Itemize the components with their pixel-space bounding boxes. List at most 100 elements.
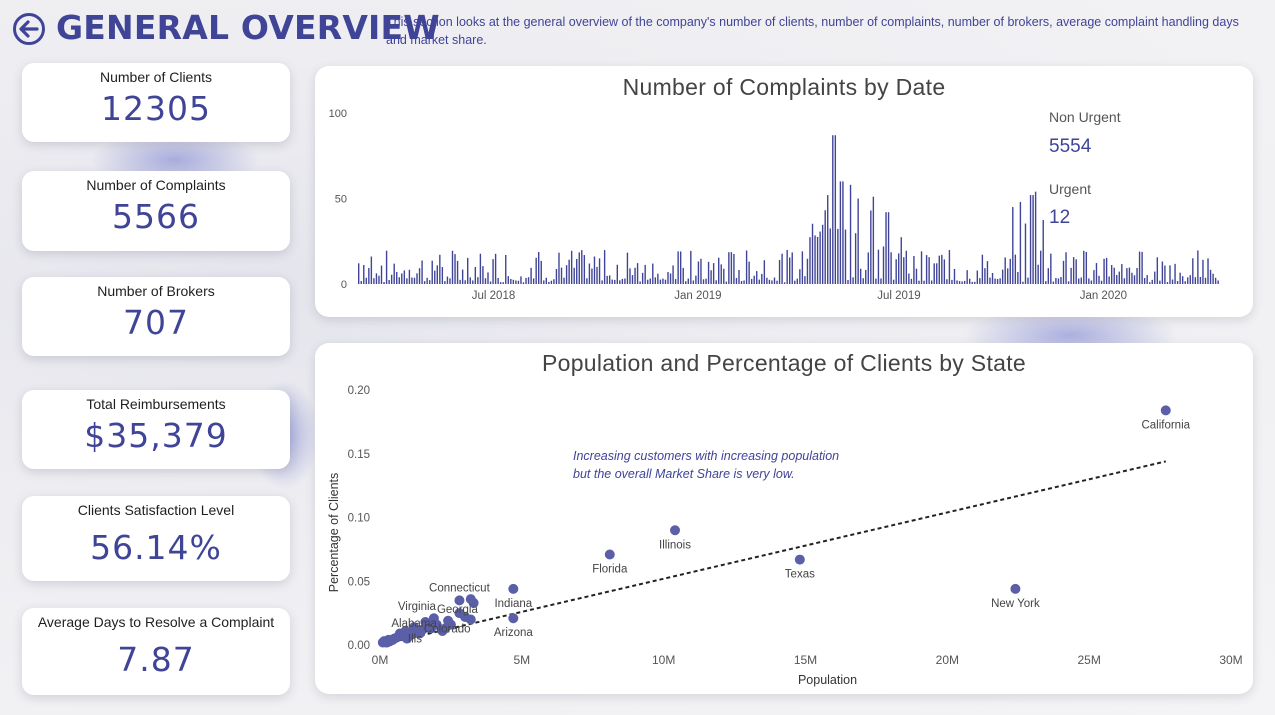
bar[interactable] — [1060, 277, 1062, 284]
bar[interactable] — [707, 261, 710, 284]
bar[interactable] — [1143, 278, 1146, 284]
bar[interactable] — [360, 281, 362, 284]
bar[interactable] — [933, 263, 935, 284]
bar[interactable] — [636, 263, 639, 284]
bar[interactable] — [1065, 252, 1067, 284]
bar[interactable] — [1159, 280, 1161, 284]
bar[interactable] — [441, 267, 444, 284]
bar[interactable] — [598, 258, 601, 284]
bar[interactable] — [608, 275, 611, 284]
bar[interactable] — [474, 267, 477, 284]
bar[interactable] — [492, 259, 494, 284]
bar[interactable] — [867, 252, 869, 284]
bar[interactable] — [730, 252, 733, 284]
bar[interactable] — [1090, 280, 1093, 284]
data-point[interactable] — [670, 525, 681, 536]
bar[interactable] — [773, 277, 776, 284]
bar[interactable] — [1078, 278, 1080, 284]
bar[interactable] — [657, 273, 659, 284]
bar[interactable] — [606, 275, 608, 284]
bar[interactable] — [1174, 263, 1176, 284]
bar[interactable] — [1176, 281, 1179, 284]
bar[interactable] — [979, 278, 981, 284]
bar[interactable] — [687, 278, 689, 284]
bar[interactable] — [505, 255, 507, 284]
bar[interactable] — [966, 270, 968, 284]
bar[interactable] — [543, 280, 545, 284]
bar[interactable] — [814, 235, 816, 284]
bar[interactable] — [1138, 251, 1141, 284]
bar[interactable] — [674, 279, 677, 284]
bar[interactable] — [1136, 267, 1138, 284]
bar[interactable] — [887, 212, 890, 284]
bar[interactable] — [1212, 273, 1214, 284]
bar[interactable] — [865, 269, 867, 284]
bar[interactable] — [976, 270, 979, 284]
bar[interactable] — [454, 254, 456, 284]
bar[interactable] — [639, 281, 641, 284]
bar[interactable] — [1052, 281, 1055, 284]
bar[interactable] — [778, 259, 781, 284]
bar[interactable] — [930, 280, 933, 284]
bar[interactable] — [1014, 254, 1017, 284]
bar[interactable] — [581, 250, 583, 284]
bar[interactable] — [801, 251, 804, 284]
bar[interactable] — [398, 277, 400, 284]
bar[interactable] — [776, 280, 778, 284]
bar[interactable] — [811, 223, 814, 284]
bar[interactable] — [641, 272, 644, 284]
bar[interactable] — [969, 278, 971, 284]
bar[interactable] — [1050, 253, 1052, 284]
bar[interactable] — [436, 265, 438, 284]
bar[interactable] — [895, 259, 897, 284]
bar[interactable] — [1034, 191, 1037, 284]
bar[interactable] — [461, 269, 464, 284]
bar[interactable] — [996, 279, 999, 284]
bar[interactable] — [925, 255, 928, 284]
bar[interactable] — [593, 256, 596, 284]
bar[interactable] — [538, 251, 540, 284]
bar[interactable] — [373, 278, 375, 284]
bar[interactable] — [527, 277, 530, 284]
bar[interactable] — [1171, 279, 1174, 284]
bar[interactable] — [626, 252, 629, 284]
bar[interactable] — [1085, 251, 1088, 284]
data-point[interactable] — [794, 554, 805, 565]
bar[interactable] — [451, 250, 454, 284]
bar[interactable] — [1161, 261, 1164, 284]
bar[interactable] — [408, 269, 411, 284]
bar[interactable] — [740, 281, 743, 284]
bar[interactable] — [771, 280, 773, 284]
bar[interactable] — [583, 255, 586, 284]
bar[interactable] — [1029, 195, 1032, 284]
bar[interactable] — [444, 281, 446, 284]
bar[interactable] — [882, 246, 885, 284]
bar[interactable] — [1151, 279, 1153, 284]
bar[interactable] — [672, 265, 674, 284]
data-point[interactable] — [454, 595, 465, 606]
bar[interactable] — [768, 279, 771, 284]
bar[interactable] — [1126, 268, 1128, 284]
bar[interactable] — [380, 265, 383, 284]
bar[interactable] — [484, 278, 487, 284]
bar[interactable] — [1202, 259, 1204, 284]
bar[interactable] — [723, 268, 725, 284]
bar[interactable] — [733, 253, 735, 284]
bar[interactable] — [750, 278, 753, 284]
bar[interactable] — [553, 279, 555, 284]
bar[interactable] — [695, 275, 697, 284]
bar[interactable] — [1181, 276, 1184, 284]
bar[interactable] — [383, 282, 385, 284]
bar[interactable] — [857, 198, 859, 285]
bar[interactable] — [804, 276, 806, 284]
bar[interactable] — [596, 266, 598, 284]
bar[interactable] — [1100, 280, 1103, 284]
bar[interactable] — [915, 268, 918, 284]
bar[interactable] — [459, 279, 461, 284]
bar[interactable] — [994, 278, 996, 284]
bar[interactable] — [1083, 250, 1085, 284]
data-point[interactable] — [1160, 405, 1171, 416]
bar[interactable] — [662, 278, 664, 284]
bar[interactable] — [809, 237, 811, 284]
bar[interactable] — [611, 279, 613, 284]
